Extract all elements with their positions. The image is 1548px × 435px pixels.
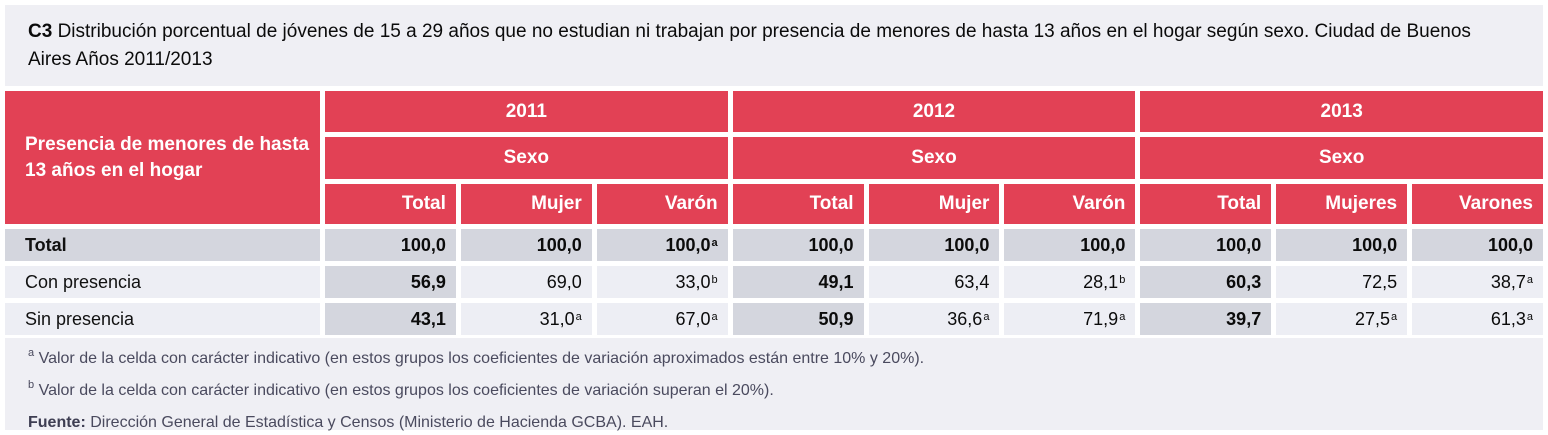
col-header-2013-varones: Varones: [1412, 184, 1543, 224]
footnote-a: a Valor de la celda con carácter indicat…: [28, 347, 925, 368]
value-cell: 100,0: [1412, 229, 1543, 261]
value-cell: 67,0 a: [596, 303, 728, 335]
footnote-marker: a: [1119, 310, 1126, 323]
value-cell: 33,0 b: [596, 266, 728, 298]
footnote-marker: a: [711, 236, 718, 249]
sexo-header-2012: Sexo: [732, 137, 1136, 179]
footnote-marker: a: [1526, 273, 1533, 286]
value-cell: 100,0: [1276, 229, 1408, 261]
value-cell: 50,9: [732, 303, 864, 335]
table-title-text: Distribución porcentual de jóvenes de 15…: [28, 21, 1471, 70]
col-header-2013-total: Total: [1140, 184, 1272, 224]
col-header-2011-varon: Varón: [596, 184, 728, 224]
footnote-marker: a: [711, 310, 718, 323]
footnote-marker: b: [711, 273, 718, 286]
year-header-2011: 2011: [325, 91, 728, 132]
footnote-marker: a: [1390, 310, 1398, 323]
footnote-marker: a: [983, 310, 990, 323]
value-cell: 100,0: [460, 229, 592, 261]
row-header-title: Presencia de menores de hasta 13 años en…: [5, 91, 320, 224]
row-label-total: Total: [5, 229, 320, 261]
data-table: Presencia de menores de hasta 13 años en…: [5, 91, 1543, 335]
footnote-marker: a: [1526, 310, 1533, 323]
value-cell: 100,0: [325, 229, 456, 261]
sexo-header-2013: Sexo: [1140, 137, 1543, 179]
value-cell: 63,4: [868, 266, 1000, 298]
year-header-2012: 2012: [732, 91, 1136, 132]
value-cell: 60,3: [1140, 266, 1272, 298]
footnote-b: b Valor de la celda con carácter indicat…: [28, 379, 774, 400]
row-label-con-presencia: Con presencia: [5, 266, 320, 298]
year-header-2013: 2013: [1140, 91, 1543, 132]
value-cell: 28,1 b: [1004, 266, 1136, 298]
value-cell: 27,5 a: [1276, 303, 1408, 335]
value-cell: 69,0: [460, 266, 592, 298]
source-label: Fuente:: [28, 414, 86, 431]
value-cell: 38,7 a: [1412, 266, 1543, 298]
source-text: Dirección General de Estadística y Censo…: [90, 414, 669, 431]
value-cell: 100,0: [1004, 229, 1136, 261]
value-cell: 100,0: [732, 229, 864, 261]
row-label-sin-presencia: Sin presencia: [5, 303, 320, 335]
value-cell: 31,0 a: [460, 303, 592, 335]
value-cell: 71,9 a: [1004, 303, 1136, 335]
footnote-marker: a: [575, 310, 582, 323]
col-header-2011-mujer: Mujer: [460, 184, 592, 224]
source-line: Fuente: Dirección General de Estadística…: [28, 413, 1513, 433]
sexo-header-2011: Sexo: [325, 137, 728, 179]
col-header-2012-varon: Varón: [1004, 184, 1136, 224]
value-cell: 72,5: [1276, 266, 1408, 298]
col-header-2012-mujer: Mujer: [868, 184, 1000, 224]
value-cell: 56,9: [325, 266, 456, 298]
value-cell: 100,0 a: [596, 229, 728, 261]
footnotes-panel: a Valor de la celda con carácter indicat…: [5, 338, 1543, 433]
table-code: C3: [28, 21, 53, 42]
col-header-2012-total: Total: [732, 184, 864, 224]
value-cell: 43,1: [325, 303, 456, 335]
col-header-2011-total: Total: [325, 184, 456, 224]
value-cell: 39,7: [1140, 303, 1272, 335]
value-cell: 100,0: [868, 229, 1000, 261]
col-header-2013-mujeres: Mujeres: [1276, 184, 1408, 224]
value-cell: 61,3 a: [1412, 303, 1543, 335]
value-cell: 36,6 a: [868, 303, 1000, 335]
footnote-marker: b: [1119, 273, 1126, 286]
page-title: C3 Distribución porcentual de jóvenes de…: [5, 5, 1543, 86]
value-cell: 100,0: [1140, 229, 1272, 261]
value-cell: 49,1: [732, 266, 864, 298]
